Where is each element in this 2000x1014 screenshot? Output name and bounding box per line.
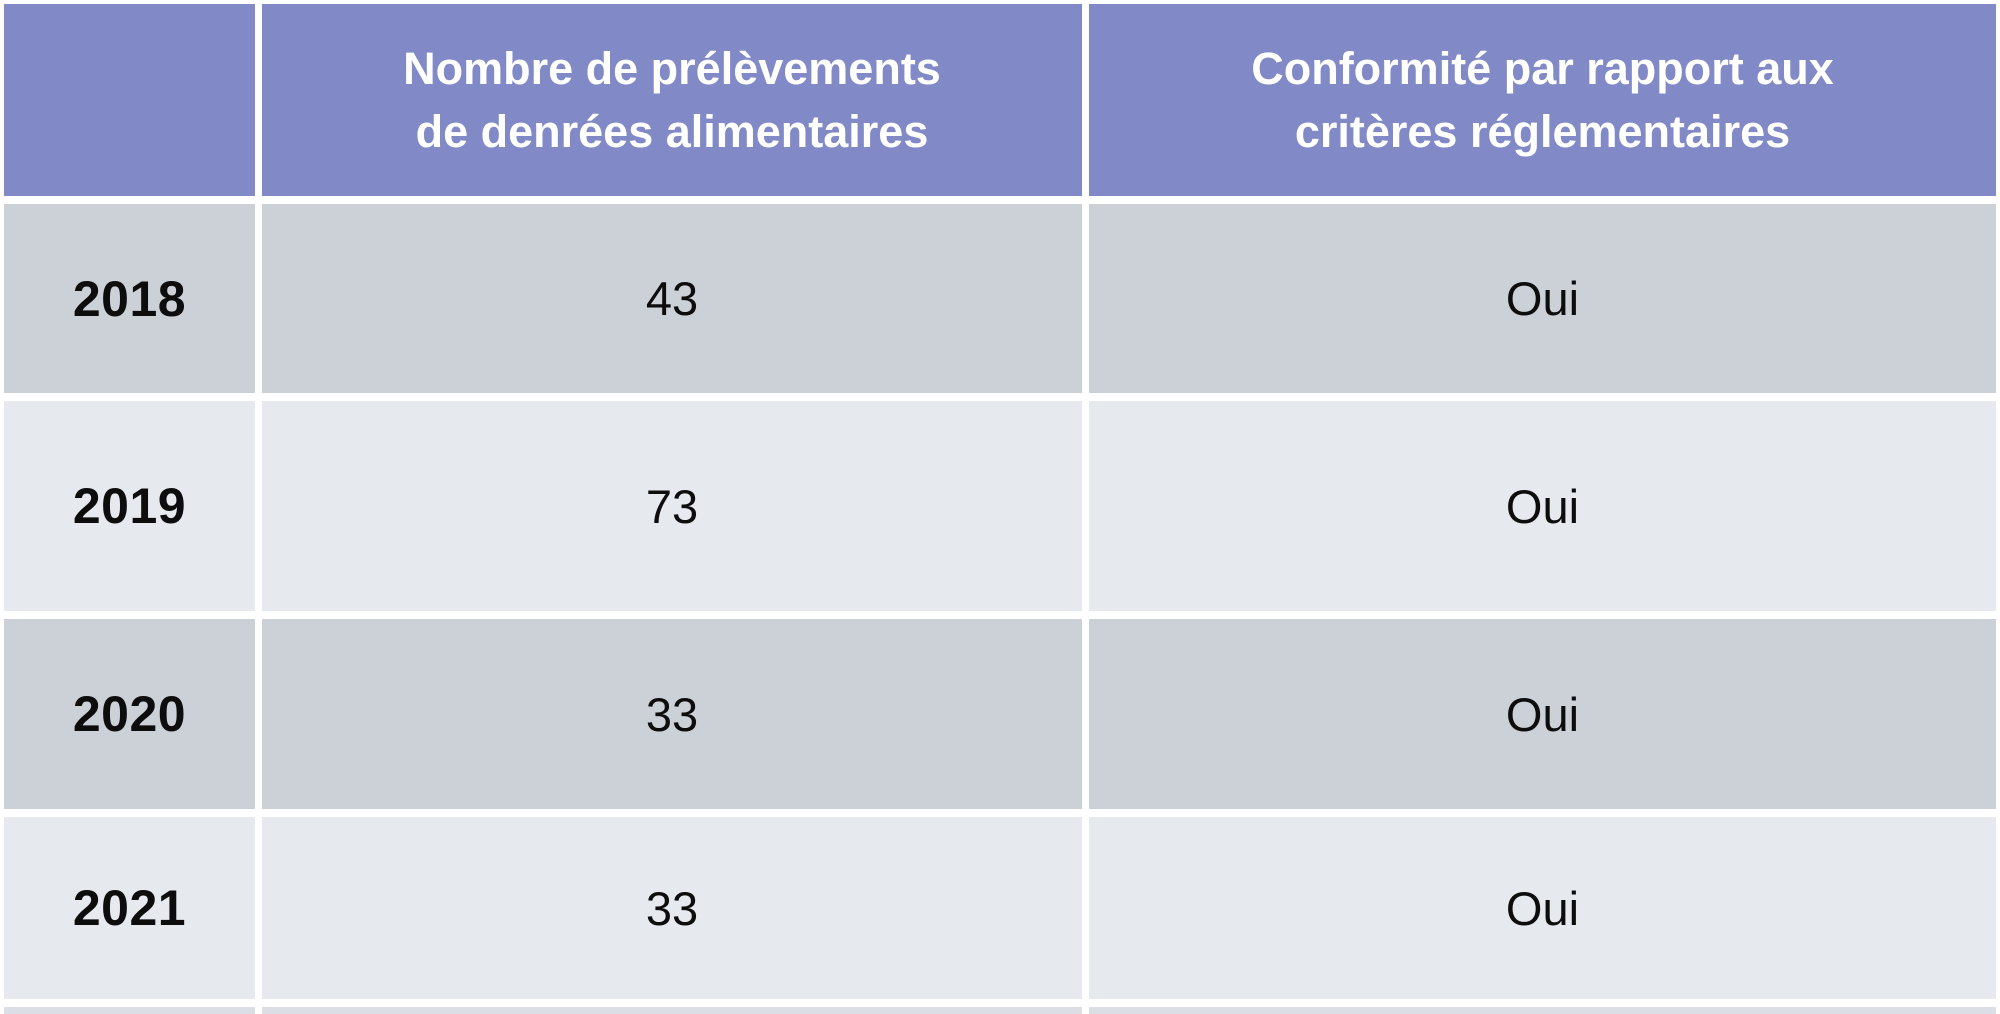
samples-cell: 73 <box>262 401 1082 611</box>
conformity-cell: Oui <box>1089 817 1996 999</box>
year-cell: 2018 <box>4 204 255 393</box>
samples-cell: 33 <box>262 817 1082 999</box>
cutoff-row-cell <box>262 1007 1082 1014</box>
year-cell: 2019 <box>4 401 255 611</box>
year-cell: 2020 <box>4 619 255 809</box>
samples-cell: 33 <box>262 619 1082 809</box>
header-cell-conformite: Conformité par rapport aux critères régl… <box>1089 4 1996 196</box>
header-cell-blank <box>4 4 255 196</box>
food-sampling-table: Nombre de prélèvements de denrées alimen… <box>4 4 1996 1014</box>
conformity-cell: Oui <box>1089 401 1996 611</box>
samples-cell: 43 <box>262 204 1082 393</box>
year-cell: 2021 <box>4 817 255 999</box>
header-cell-prelevements: Nombre de prélèvements de denrées alimen… <box>262 4 1082 196</box>
conformity-cell: Oui <box>1089 619 1996 809</box>
cutoff-row-cell <box>1089 1007 1996 1014</box>
cutoff-row-cell <box>4 1007 255 1014</box>
conformity-cell: Oui <box>1089 204 1996 393</box>
